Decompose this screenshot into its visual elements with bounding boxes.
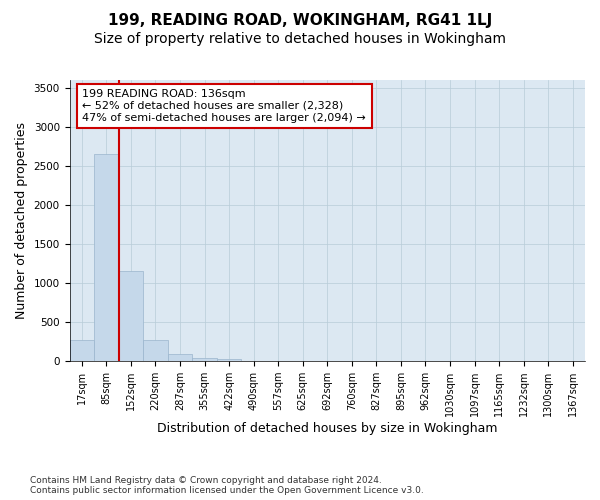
Bar (119, 272, 143, 361)
Text: Size of property relative to detached houses in Wokingham: Size of property relative to detached ho… (94, 32, 506, 46)
Bar (168, 354, 192, 361)
Bar (94, 154, 119, 361)
Bar (192, 358, 217, 361)
X-axis label: Distribution of detached houses by size in Wokingham: Distribution of detached houses by size … (157, 422, 497, 435)
Text: 199 READING ROAD: 136sqm
← 52% of detached houses are smaller (2,328)
47% of sem: 199 READING ROAD: 136sqm ← 52% of detach… (82, 90, 366, 122)
Bar (143, 340, 168, 361)
Bar (70, 340, 94, 361)
Bar (217, 360, 241, 361)
Text: Contains HM Land Registry data © Crown copyright and database right 2024.: Contains HM Land Registry data © Crown c… (30, 476, 382, 485)
Y-axis label: Number of detached properties: Number of detached properties (15, 122, 28, 319)
Text: 199, READING ROAD, WOKINGHAM, RG41 1LJ: 199, READING ROAD, WOKINGHAM, RG41 1LJ (108, 12, 492, 28)
Text: Contains public sector information licensed under the Open Government Licence v3: Contains public sector information licen… (30, 486, 424, 495)
